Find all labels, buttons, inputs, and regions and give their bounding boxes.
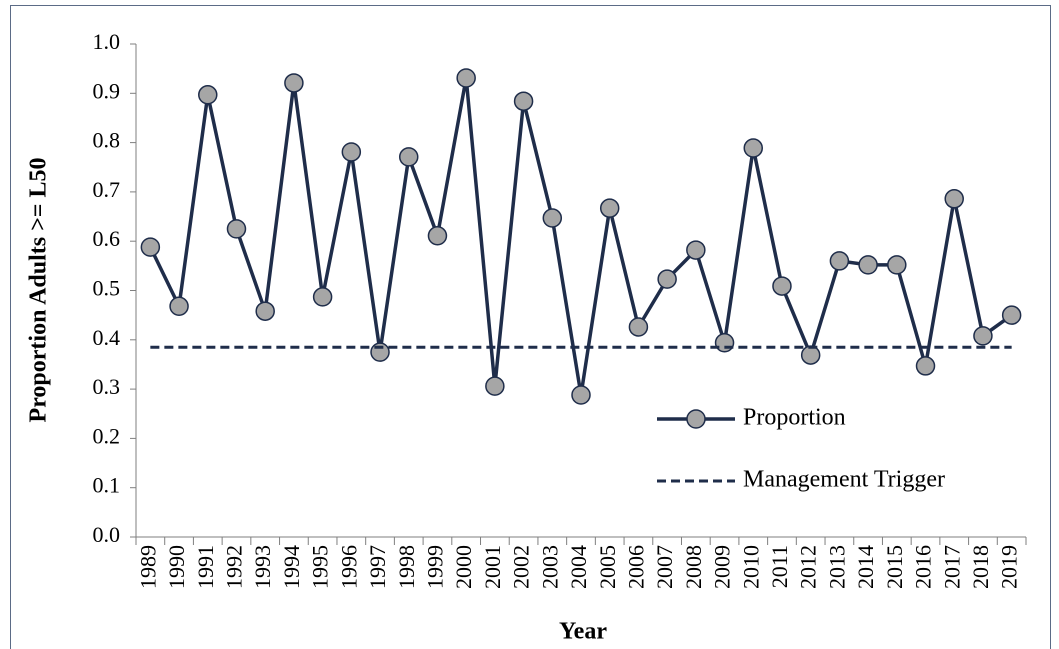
marker: [198, 85, 218, 105]
x-tick-label: 2017: [939, 545, 964, 589]
x-tick-label: 2001: [480, 545, 505, 589]
marker: [887, 255, 907, 275]
y-tick-label: 0.3: [93, 374, 121, 399]
x-tick-label: 1997: [365, 545, 390, 589]
marker: [169, 296, 189, 317]
x-tick-label: 2015: [882, 545, 907, 589]
x-tick-label: 1991: [193, 545, 218, 589]
x-tick-label: 1995: [308, 545, 333, 589]
marker: [743, 138, 764, 158]
x-tick-label: 2012: [796, 545, 821, 589]
marker: [226, 219, 247, 239]
marker: [398, 147, 419, 167]
x-tick-label: 2007: [652, 545, 677, 589]
marker: [513, 91, 534, 111]
marker: [714, 333, 735, 353]
marker: [284, 73, 304, 93]
y-tick-label: 0.8: [93, 128, 121, 153]
marker: [944, 189, 964, 209]
x-tick-label: 2006: [623, 545, 648, 589]
marker: [255, 301, 275, 321]
y-tick-label: 1.0: [93, 29, 121, 54]
x-tick-label: 2014: [853, 545, 878, 589]
x-tick-label: 2016: [911, 545, 936, 589]
y-tick-label: 0.0: [93, 522, 121, 547]
legend-marker: [686, 409, 706, 429]
x-tick-label: 1993: [250, 545, 275, 589]
x-tick-label: 1990: [164, 545, 189, 589]
y-tick-label: 0.1: [93, 473, 121, 498]
x-tick-label: 2008: [681, 545, 706, 589]
x-tick-label: 2004: [566, 545, 591, 589]
marker: [628, 317, 649, 337]
x-tick-label: 2002: [509, 545, 534, 589]
marker: [686, 240, 706, 260]
x-tick-label: 2013: [824, 545, 849, 589]
x-tick-label: 2019: [997, 545, 1022, 589]
y-tick-label: 0.7: [93, 177, 121, 202]
x-tick-label: 2000: [451, 545, 476, 589]
x-tick-label: 2003: [537, 545, 562, 589]
marker: [829, 251, 850, 271]
y-tick-label: 0.5: [93, 276, 121, 301]
x-tick-label: 2011: [767, 545, 792, 588]
x-tick-label: 1992: [222, 545, 247, 589]
marker: [800, 345, 821, 365]
y-axis-title: Proportion Adults >= L50: [26, 158, 52, 423]
x-tick-label: 2010: [738, 545, 763, 589]
marker: [571, 385, 591, 405]
y-tick-label: 0.6: [93, 226, 121, 251]
marker: [657, 269, 677, 289]
marker: [858, 255, 878, 275]
marker: [456, 68, 476, 88]
marker: [485, 376, 505, 396]
x-tick-label: 2009: [710, 545, 735, 589]
x-tick-label: 1994: [279, 545, 304, 589]
marker: [599, 198, 620, 218]
marker: [973, 326, 993, 346]
marker: [772, 276, 792, 296]
legend-label: Proportion: [743, 405, 846, 431]
x-tick-label: 1999: [422, 545, 447, 589]
x-axis-title: Year: [559, 619, 607, 645]
x-tick-label: 2018: [968, 545, 993, 589]
y-tick-label: 0.2: [93, 423, 121, 448]
legend-label: Management Trigger: [743, 467, 945, 493]
y-tick-label: 0.9: [93, 78, 121, 103]
x-tick-label: 1989: [135, 545, 160, 589]
marker: [427, 226, 448, 246]
frame: [10, 5, 1051, 649]
x-tick-label: 1996: [336, 545, 361, 589]
x-tick-label: 1998: [394, 545, 419, 589]
marker: [140, 237, 161, 257]
marker: [312, 287, 333, 307]
marker: [915, 356, 936, 376]
marker: [1001, 305, 1022, 325]
x-tick-label: 2005: [595, 545, 620, 589]
marker: [341, 142, 362, 162]
y-tick-label: 0.4: [93, 325, 121, 350]
marker: [542, 208, 563, 228]
